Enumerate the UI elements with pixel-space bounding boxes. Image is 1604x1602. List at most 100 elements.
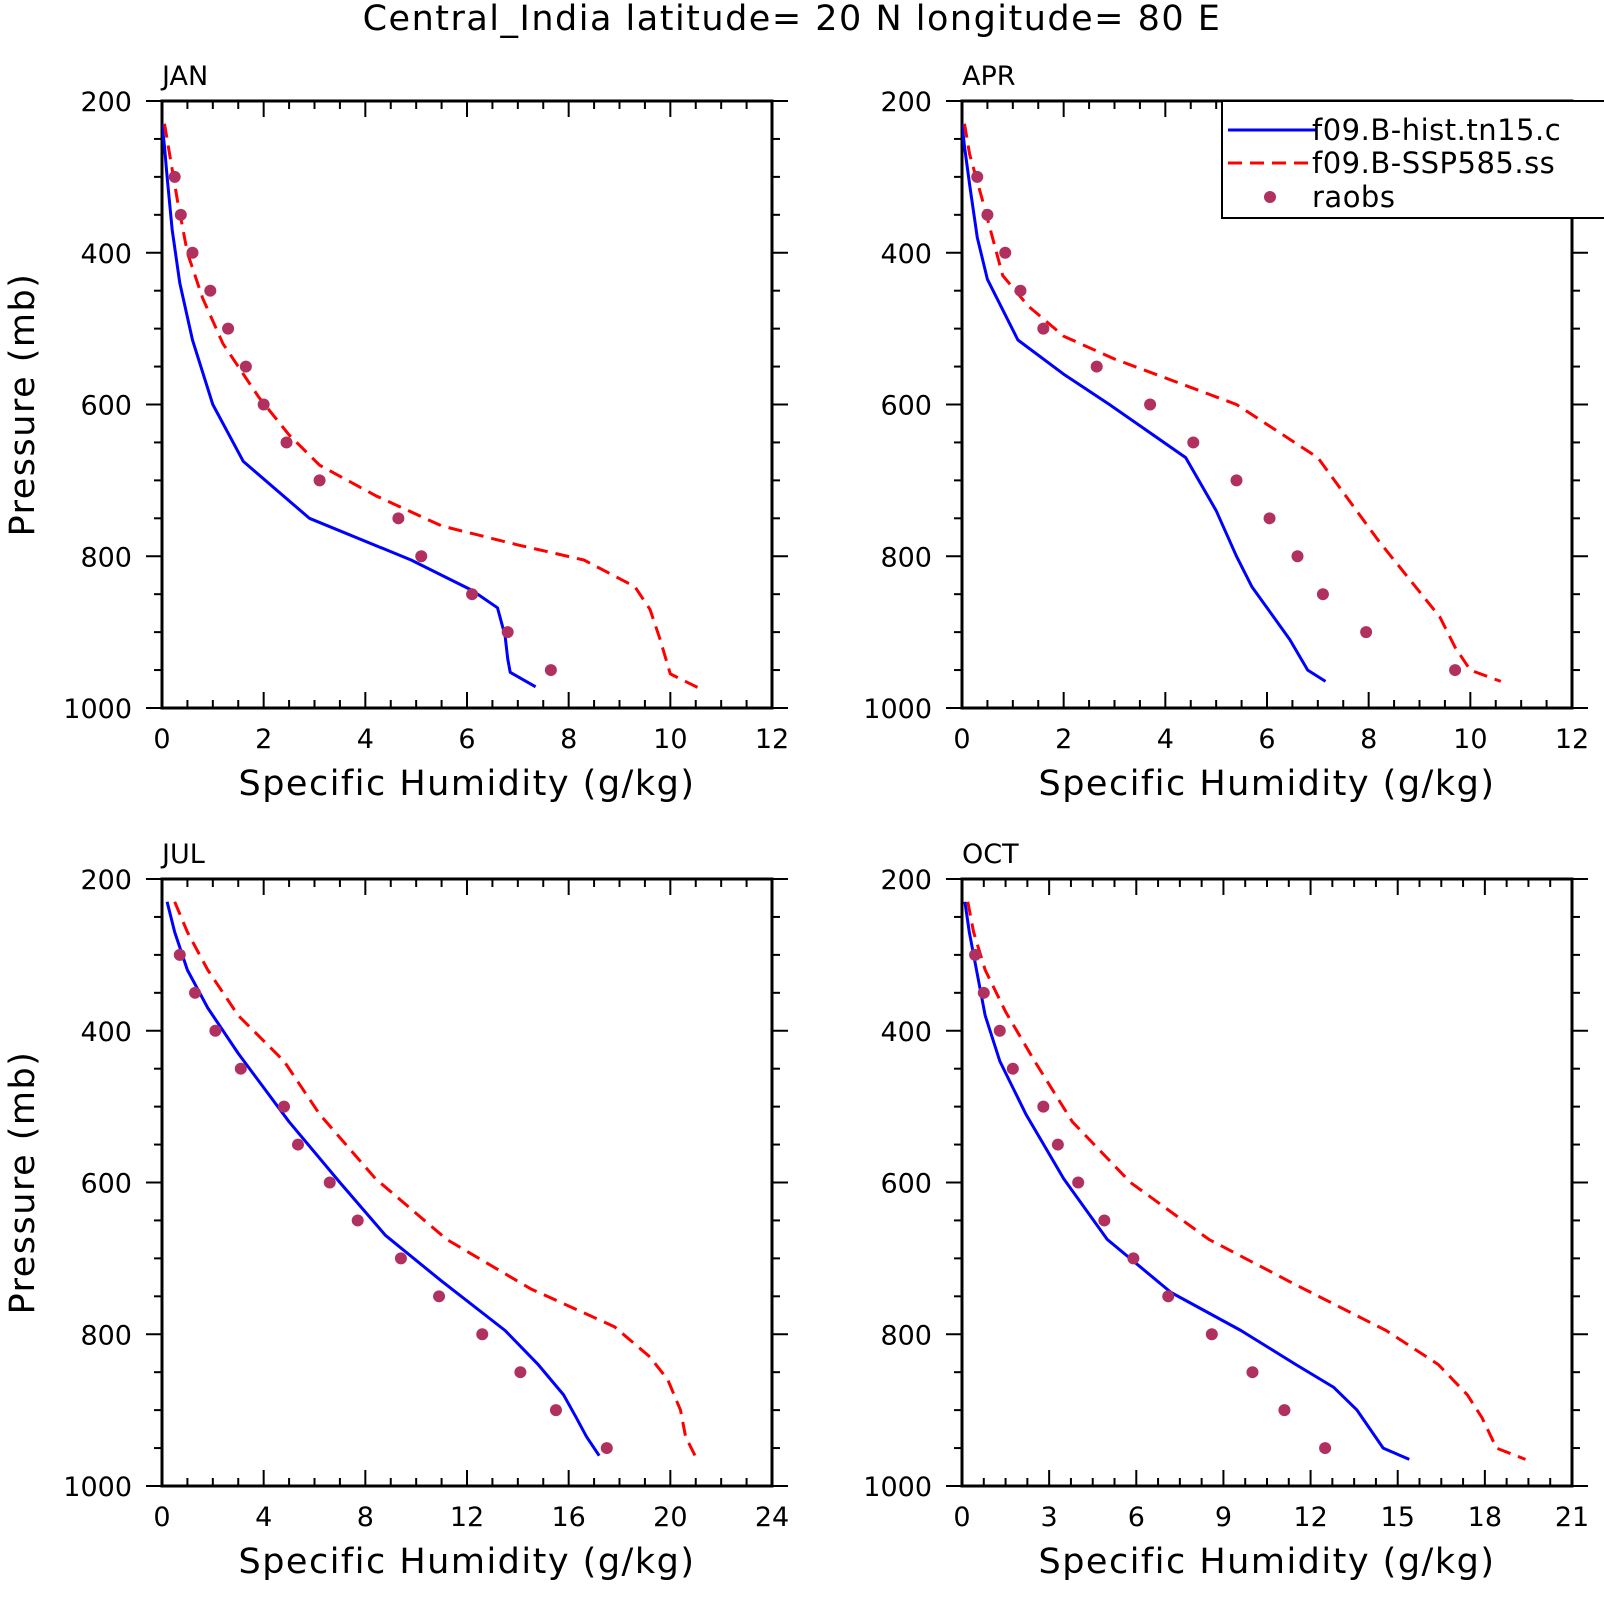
y-tick-label: 400 (80, 239, 132, 270)
x-tick-label: 6 (458, 724, 475, 755)
series-group (963, 901, 1527, 1461)
x-tick-label: 18 (1468, 1502, 1502, 1533)
panel-label: JUL (160, 839, 205, 870)
obs-point (969, 948, 982, 961)
x-tick-label: 0 (153, 1502, 170, 1533)
x-tick-label: 15 (1381, 1502, 1415, 1533)
y-tick-label: 400 (880, 1017, 932, 1048)
obs-point (189, 986, 202, 999)
obs-point (977, 986, 990, 999)
ssp585-line (163, 123, 702, 691)
obs-point (1263, 512, 1276, 525)
legend-label: raobs (1312, 180, 1395, 214)
x-tick-label: 10 (653, 724, 687, 755)
x-tick-label: 0 (953, 1502, 970, 1533)
x-tick-label: 12 (1293, 1502, 1327, 1533)
obs-point (1006, 1062, 1019, 1075)
obs-point (1090, 360, 1103, 373)
series-group (162, 123, 702, 691)
x-tick-label: 3 (1041, 1502, 1058, 1533)
x-tick-label: 4 (1157, 724, 1174, 755)
obs-point (1037, 322, 1050, 335)
obs-point (1037, 1100, 1050, 1113)
plot-frame (160, 877, 774, 1488)
panel-label: JAN (160, 61, 208, 92)
y-tick-label: 200 (880, 865, 932, 896)
x-tick-label: 8 (560, 724, 577, 755)
x-tick-label: 8 (1360, 724, 1377, 755)
y-tick-label: 1000 (863, 694, 932, 725)
obs-point (209, 1024, 222, 1037)
obs-point (234, 1062, 247, 1075)
x-tick-label: 6 (1258, 724, 1275, 755)
x-axis-title: Specific Humidity (g/kg) (239, 1542, 696, 1582)
x-tick-label: 4 (255, 1502, 272, 1533)
y-tick-label: 1000 (63, 1472, 132, 1503)
obs-point (1051, 1138, 1064, 1151)
obs-point (544, 664, 557, 677)
y-tick-label: 1000 (863, 1472, 932, 1503)
ssp585-line (966, 901, 1527, 1461)
obs-point (168, 170, 181, 183)
obs-point (549, 1404, 562, 1417)
obs-point (433, 1290, 446, 1303)
x-tick-label: 0 (153, 724, 170, 755)
legend-label: f09.B-SSP585.ss (1312, 146, 1555, 180)
ticks (146, 100, 788, 709)
obs-point (501, 626, 514, 639)
panel-jul: 0 4 8 12 16 20 24 200 400 600 800 1000 JUL Specific H… (3, 839, 789, 1582)
ssp585-line (173, 901, 698, 1458)
hist-line (162, 123, 537, 689)
obs-point (1098, 1214, 1111, 1227)
obs-point (514, 1366, 527, 1379)
y-axis-title: Pressure (mb) (3, 1051, 43, 1315)
obs-point (1278, 1404, 1291, 1417)
x-tick-label: 12 (450, 1502, 484, 1533)
obs-point (291, 1138, 304, 1151)
obs-point (476, 1328, 489, 1341)
y-tick-label: 600 (880, 391, 932, 422)
figure-title: Central_India latitude= 20 N longitude= … (363, 0, 1222, 39)
obs-point (222, 322, 235, 335)
x-tick-label: 2 (255, 724, 272, 755)
obs-point (1291, 550, 1304, 563)
hist-line (963, 901, 1410, 1461)
obs-point (1246, 1366, 1259, 1379)
y-tick-label: 800 (80, 542, 132, 573)
y-tick-label: 400 (880, 239, 932, 270)
obs-point (971, 170, 984, 183)
obs-point (1449, 664, 1462, 677)
hist-line (962, 123, 1327, 683)
obs-point (174, 208, 187, 221)
y-axis-title: Pressure (mb) (3, 273, 43, 537)
legend-marker-obs (1264, 191, 1276, 203)
legend-box (1221, 100, 1604, 219)
y-tick-label: 400 (80, 1017, 132, 1048)
x-tick-label: 0 (953, 724, 970, 755)
obs-point (1127, 1252, 1140, 1265)
y-tick-label: 800 (80, 1320, 132, 1351)
panel-label: APR (962, 61, 1016, 92)
plot-frame (960, 877, 1574, 1488)
x-axis-title: Specific Humidity (g/kg) (239, 764, 696, 804)
obs-point (1230, 474, 1243, 487)
y-tick-label: 800 (880, 542, 932, 573)
x-tick-label: 12 (755, 724, 789, 755)
obs-point (1014, 284, 1027, 297)
x-tick-label: 21 (1555, 1502, 1589, 1533)
y-tick-label: 200 (80, 87, 132, 118)
y-tick-label: 1000 (63, 694, 132, 725)
x-tick-label: 20 (653, 1502, 687, 1533)
obs-point (1144, 398, 1157, 411)
plot-frame (160, 99, 774, 710)
obs-point (415, 550, 428, 563)
obs-point (466, 588, 479, 601)
x-axis-title: Specific Humidity (g/kg) (1039, 764, 1496, 804)
obs-point (1072, 1176, 1085, 1189)
x-tick-label: 2 (1055, 724, 1072, 755)
panel-jan: 0 2 4 6 8 10 12 200 400 600 800 1000 JAN Specific Hum… (3, 61, 789, 804)
obs-point (280, 436, 293, 449)
